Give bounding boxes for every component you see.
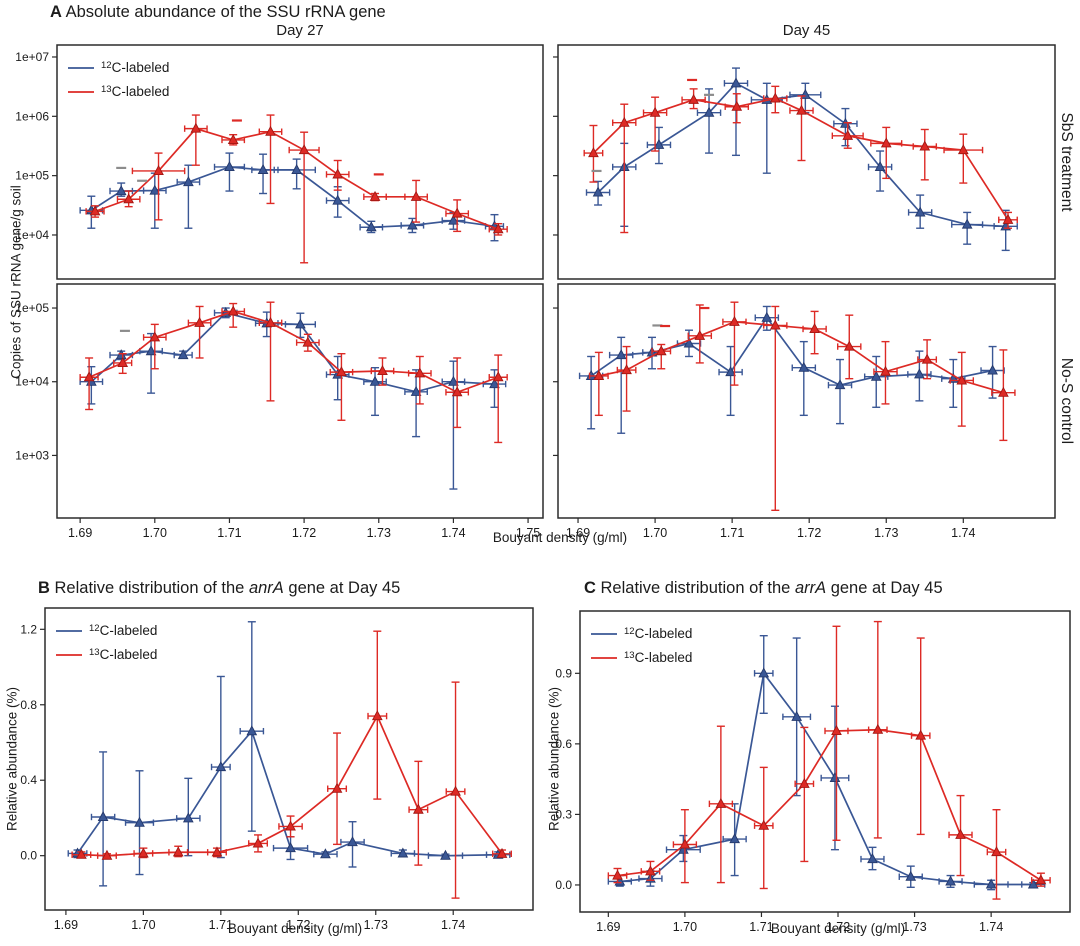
panel-a-title: A Absolute abundance of the SSU rRNA gen… bbox=[50, 3, 386, 22]
svg-text:12C-labeled: 12C-labeled bbox=[89, 623, 157, 638]
svg-text:12C-labeled: 12C-labeled bbox=[624, 626, 692, 641]
plot-area-a3 bbox=[79, 301, 508, 490]
svg-text:13C-labeled: 13C-labeled bbox=[624, 650, 692, 665]
svg-text:1.71: 1.71 bbox=[217, 526, 241, 540]
plot-area-a2 bbox=[583, 67, 1018, 252]
svg-text:1e+06: 1e+06 bbox=[15, 109, 49, 123]
svg-text:1.70: 1.70 bbox=[143, 526, 167, 540]
svg-text:0.0: 0.0 bbox=[555, 878, 572, 892]
panel-b-title-post: gene at Day 45 bbox=[283, 579, 401, 597]
svg-text:0.9: 0.9 bbox=[555, 666, 572, 680]
panel-a-title-text: Absolute abundance of the SSU rRNA gene bbox=[61, 3, 386, 21]
svg-text:1.75: 1.75 bbox=[516, 526, 540, 540]
svg-text:1.72: 1.72 bbox=[286, 918, 310, 932]
svg-text:1.74: 1.74 bbox=[441, 526, 465, 540]
svg-text:1.72: 1.72 bbox=[826, 920, 850, 934]
svg-text:13C-labeled: 13C-labeled bbox=[101, 84, 169, 99]
svg-text:1.70: 1.70 bbox=[673, 920, 697, 934]
svg-text:1.74: 1.74 bbox=[441, 918, 465, 932]
svg-text:1e+03: 1e+03 bbox=[15, 448, 49, 462]
svg-text:0.6: 0.6 bbox=[555, 737, 572, 751]
svg-text:1e+07: 1e+07 bbox=[15, 50, 49, 64]
plot-area-c bbox=[607, 620, 1051, 900]
svg-text:1.72: 1.72 bbox=[797, 526, 821, 540]
svg-text:1.69: 1.69 bbox=[566, 526, 590, 540]
plot-area-a1 bbox=[79, 114, 508, 264]
svg-text:1.71: 1.71 bbox=[749, 920, 773, 934]
panel-c-gene-name: arrA bbox=[794, 579, 827, 597]
svg-text:1.69: 1.69 bbox=[54, 918, 78, 932]
svg-text:1.74: 1.74 bbox=[951, 526, 975, 540]
panel-a-x-axis-label: Bouyant density (g/ml) bbox=[492, 530, 628, 545]
svg-text:1.73: 1.73 bbox=[364, 918, 388, 932]
svg-text:1e+04: 1e+04 bbox=[15, 375, 49, 389]
svg-text:1.73: 1.73 bbox=[902, 920, 926, 934]
svg-text:1e+04: 1e+04 bbox=[15, 228, 49, 242]
svg-text:0.4: 0.4 bbox=[20, 773, 37, 787]
svg-text:1.70: 1.70 bbox=[643, 526, 667, 540]
panel-b-gene-name: anrA bbox=[248, 579, 284, 597]
column-header-day27: Day 27 bbox=[276, 22, 324, 39]
panel-c-title-pre: Relative distribution of the bbox=[595, 579, 795, 597]
svg-text:1.71: 1.71 bbox=[720, 526, 744, 540]
panel-b-letter: B bbox=[38, 579, 50, 597]
row-label-sbs-treatment: SbS treatment bbox=[1058, 112, 1075, 212]
panel-a-letter: A bbox=[50, 3, 62, 21]
panel-c-letter: C bbox=[584, 579, 596, 597]
panel-a-y-axis-label: Copies of SSU rRNA gene/g soil bbox=[8, 185, 24, 379]
svg-text:12C-labeled: 12C-labeled bbox=[101, 60, 169, 75]
svg-text:0.3: 0.3 bbox=[555, 807, 572, 821]
column-header-day45: Day 45 bbox=[782, 22, 831, 39]
svg-text:1.71: 1.71 bbox=[209, 918, 233, 932]
panel-c-x-axis-label: Bouyant density (g/ml) bbox=[770, 921, 906, 936]
svg-text:1.73: 1.73 bbox=[874, 526, 898, 540]
svg-text:1.72: 1.72 bbox=[292, 526, 316, 540]
plot-area-b bbox=[67, 621, 513, 899]
svg-text:1.73: 1.73 bbox=[367, 526, 391, 540]
svg-text:1.69: 1.69 bbox=[596, 920, 620, 934]
svg-text:13C-labeled: 13C-labeled bbox=[89, 647, 157, 662]
svg-text:1.69: 1.69 bbox=[68, 526, 92, 540]
panel-b-y-axis-label: Relative abundance (%) bbox=[4, 686, 20, 832]
svg-text:0.0: 0.0 bbox=[20, 849, 37, 863]
panel-c-title: C Relative distribution of the arrA gene… bbox=[584, 579, 943, 598]
panel-c-title-post: gene at Day 45 bbox=[826, 579, 943, 597]
panel-c-y-axis-label: Relative abundance (%) bbox=[546, 686, 562, 832]
panel-b-title: B Relative distribution of the anrA gene… bbox=[38, 579, 400, 598]
panel-b-x-axis-label: Bouyant density (g/ml) bbox=[227, 921, 363, 936]
plot-area-a4 bbox=[578, 301, 1016, 512]
svg-text:1.2: 1.2 bbox=[20, 622, 37, 636]
svg-text:0.8: 0.8 bbox=[20, 698, 37, 712]
svg-text:1.74: 1.74 bbox=[979, 920, 1003, 934]
svg-text:1e+05: 1e+05 bbox=[15, 301, 49, 315]
panel-b-title-pre: Relative distribution of the bbox=[49, 579, 249, 597]
svg-text:1e+05: 1e+05 bbox=[15, 169, 49, 183]
row-label-no-s-control: No-S control bbox=[1058, 357, 1075, 445]
svg-text:1.70: 1.70 bbox=[131, 918, 155, 932]
